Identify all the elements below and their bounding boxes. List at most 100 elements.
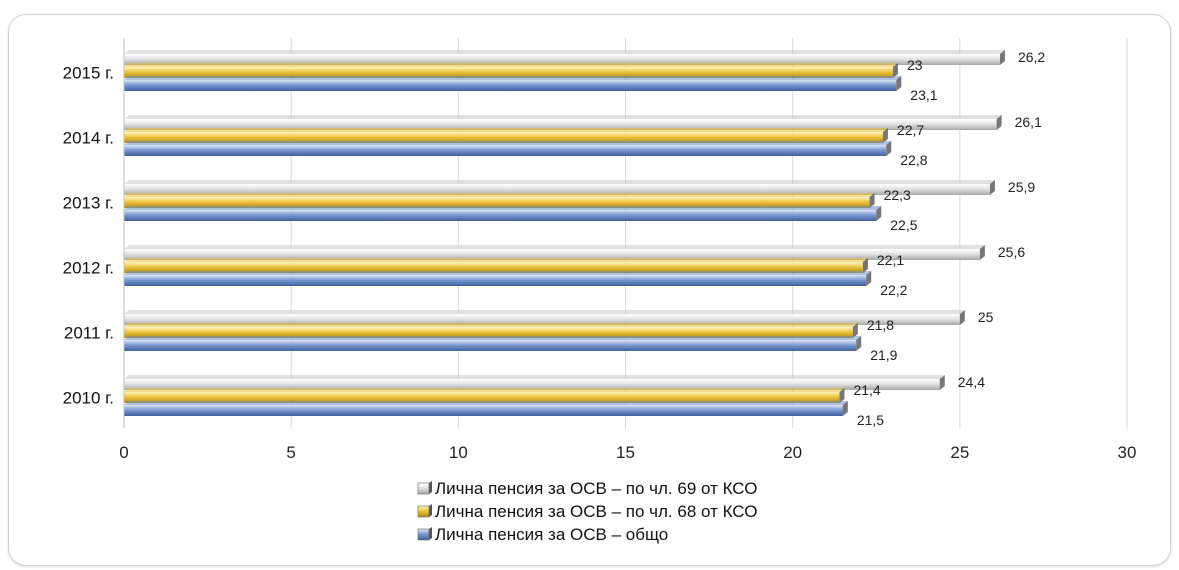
- bar-top: [124, 141, 892, 145]
- data-label: 22,5: [890, 217, 917, 233]
- data-labels: 24,4 21,4 21,5 25 21,8 21,9 25,6 22,1 22,2 25,9 22…: [853, 49, 1045, 428]
- bar: [124, 249, 980, 260]
- bar-end: [856, 336, 862, 351]
- category-label: 2015 г.: [63, 64, 114, 83]
- bar-end: [989, 180, 995, 195]
- bar-top: [124, 193, 875, 197]
- x-tick-label: 10: [449, 443, 468, 462]
- bar-end: [869, 193, 875, 208]
- x-tick-label: 0: [119, 443, 128, 462]
- data-label: 25: [978, 309, 994, 325]
- data-label: 22,1: [877, 252, 904, 268]
- category-label: 2014 г.: [63, 129, 114, 148]
- bar: [124, 119, 997, 130]
- data-label: 22,7: [897, 122, 924, 138]
- bar-end: [996, 115, 1002, 130]
- bar-end: [862, 258, 868, 273]
- legend-item: Лична пенсия за ОСВ – по чл. 69 от КСО: [417, 479, 757, 498]
- axes: 0 5 10 15 20 25 30 2010 г. 2011 г. 2012 г. 2013 г.…: [63, 38, 1137, 462]
- bar-top: [124, 336, 862, 340]
- bar-end: [896, 76, 902, 91]
- bar-top: [124, 401, 848, 405]
- bar-top: [124, 180, 995, 184]
- bar-top: [124, 128, 888, 132]
- legend-label: Лична пенсия за ОСВ – общо: [435, 525, 668, 544]
- bar: [124, 275, 867, 286]
- legend-swatch: [417, 482, 430, 495]
- bar: [124, 80, 897, 91]
- data-label: 26,2: [1018, 49, 1045, 65]
- legend-swatch-edge: [429, 527, 432, 540]
- bar-top: [124, 323, 858, 327]
- legend-label: Лична пенсия за ОСВ – по чл. 68 от КСО: [435, 502, 757, 521]
- legend-swatch-edge: [429, 504, 432, 517]
- category-label: 2010 г.: [63, 389, 114, 408]
- data-label: 21,9: [870, 347, 897, 363]
- data-label: 22,3: [884, 187, 911, 203]
- bar: [124, 262, 863, 273]
- bar-end: [852, 323, 858, 338]
- bar-top: [124, 310, 965, 314]
- bar: [124, 54, 1000, 65]
- bar: [124, 145, 887, 156]
- chart-frame: [8, 14, 1171, 566]
- bar-end: [979, 245, 985, 260]
- x-tick-label: 30: [1118, 443, 1137, 462]
- bar-end: [866, 271, 872, 286]
- bar: [124, 210, 877, 221]
- data-label: 23: [907, 57, 923, 73]
- category-label: 2012 г.: [63, 259, 114, 278]
- bar: [124, 392, 840, 403]
- bar-top: [124, 115, 1002, 119]
- bar: [124, 405, 843, 416]
- data-label: 21,8: [867, 317, 894, 333]
- bar: [124, 184, 990, 195]
- x-tick-label: 15: [616, 443, 635, 462]
- data-label: 25,9: [1008, 179, 1035, 195]
- bar-top: [124, 50, 1005, 54]
- x-tick-label: 20: [783, 443, 802, 462]
- data-label: 22,8: [900, 152, 927, 168]
- bar-top: [124, 206, 882, 210]
- bar: [124, 314, 960, 325]
- bar-top: [124, 375, 945, 379]
- bar-top: [124, 245, 985, 249]
- bar-end: [999, 50, 1005, 65]
- bar: [124, 197, 870, 208]
- legend: Лична пенсия за ОСВ – по чл. 69 от КСО Ли…: [417, 479, 757, 544]
- bar-top: [124, 63, 898, 67]
- data-label: 21,4: [853, 382, 880, 398]
- data-label: 23,1: [910, 87, 937, 103]
- legend-item: Лична пенсия за ОСВ – по чл. 68 от КСО: [417, 502, 757, 521]
- bar-top: [124, 258, 868, 262]
- bar-end: [886, 141, 892, 156]
- bar: [124, 340, 857, 351]
- data-label: 25,6: [998, 244, 1025, 260]
- x-tick-label: 25: [950, 443, 969, 462]
- legend-swatch: [417, 528, 430, 541]
- data-label: 21,5: [857, 412, 884, 428]
- bar-end: [842, 401, 848, 416]
- category-label: 2013 г.: [63, 194, 114, 213]
- bar-top: [124, 388, 845, 392]
- bars: [124, 50, 1005, 416]
- bar-end: [939, 375, 945, 390]
- gridlines: [290, 38, 1128, 428]
- bar: [124, 327, 853, 338]
- bar-top: [124, 76, 902, 80]
- bar: [124, 132, 883, 143]
- bar-end: [959, 310, 965, 325]
- data-label: 22,2: [880, 282, 907, 298]
- bar: [124, 67, 893, 78]
- bar-end: [839, 388, 845, 403]
- bar-end: [892, 63, 898, 78]
- bar-end: [876, 206, 882, 221]
- bar-top: [124, 271, 872, 275]
- x-tick-label: 5: [286, 443, 295, 462]
- data-label: 26,1: [1015, 114, 1042, 130]
- legend-item: Лична пенсия за ОСВ – общо: [417, 525, 668, 544]
- legend-swatch: [417, 505, 430, 518]
- bar-end: [882, 128, 888, 143]
- legend-swatch-edge: [429, 481, 432, 494]
